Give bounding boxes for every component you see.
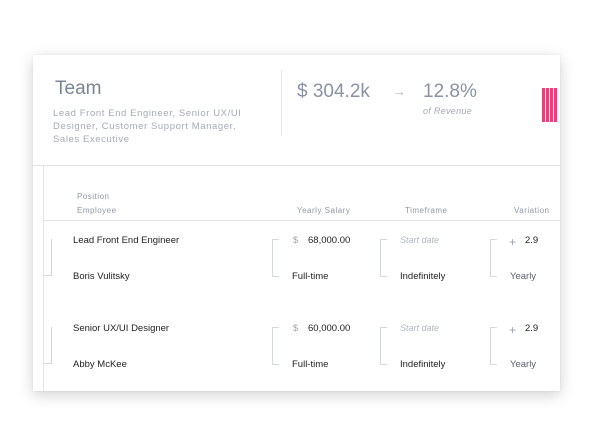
column-header-yearly-salary: Yearly Salary (297, 206, 351, 215)
salary-bracket (272, 239, 279, 277)
total-amount: $ 304.2k (297, 81, 370, 102)
start-date-field[interactable]: Start date (400, 323, 440, 333)
revenue-bar (542, 88, 545, 122)
employment-type[interactable]: Full-time (292, 359, 329, 370)
row-connector (51, 327, 52, 363)
currency-symbol: $ (293, 235, 299, 245)
plus-icon[interactable]: + (509, 235, 517, 249)
column-header-timeframe: Timeframe (405, 206, 448, 215)
salary-field[interactable]: 68,000.00 (308, 235, 351, 246)
timeframe-bracket (380, 239, 387, 277)
revenue-bar (546, 88, 549, 122)
employee-name[interactable]: Boris Vulitsky (73, 271, 130, 282)
variation-period[interactable]: Yearly (510, 359, 537, 370)
position-name[interactable]: Lead Front End Engineer (73, 235, 180, 246)
column-header-position: Position (77, 192, 110, 201)
arrow-right-icon: → (392, 83, 406, 99)
timeframe-value[interactable]: Indefinitely (400, 359, 446, 370)
team-title: Team (55, 78, 102, 99)
row-connector (51, 239, 52, 275)
row-connector (43, 363, 52, 364)
variation-bracket (490, 239, 497, 277)
position-name[interactable]: Senior UX/UI Designer (73, 323, 170, 334)
header-divider-line (33, 165, 560, 166)
row-connector (43, 275, 52, 276)
employment-type[interactable]: Full-time (292, 271, 329, 282)
table-header-line (43, 220, 560, 221)
start-date-field[interactable]: Start date (400, 235, 440, 245)
variation-value[interactable]: 2.9 (525, 235, 539, 246)
column-header-variation: Variation (514, 206, 550, 215)
table-row: Senior UX/UI Designer Abby McKee $ 60,00… (33, 321, 560, 391)
timeframe-value[interactable]: Indefinitely (400, 271, 446, 282)
variation-bracket (490, 327, 497, 365)
team-header: Team Lead Front End Engineer, Senior UX/… (33, 55, 560, 165)
salary-bracket (272, 327, 279, 365)
employee-name[interactable]: Abby McKee (73, 359, 127, 370)
plus-icon[interactable]: + (509, 323, 517, 337)
table-row: Lead Front End Engineer Boris Vulitsky $… (33, 233, 560, 305)
tree-rail (43, 166, 44, 391)
currency-symbol: $ (293, 323, 299, 333)
revenue-label: of Revenue (423, 106, 473, 116)
revenue-bar (554, 88, 557, 122)
timeframe-bracket (380, 327, 387, 365)
header-divider (281, 70, 282, 136)
column-header-employee: Employee (77, 206, 117, 215)
team-description: Lead Front End Engineer, Senior UX/UI De… (53, 108, 242, 145)
variation-period[interactable]: Yearly (510, 271, 537, 282)
revenue-bar (550, 88, 553, 122)
revenue-bar-icon (542, 88, 558, 122)
revenue-percent: 12.8% (423, 81, 477, 102)
team-card: Team Lead Front End Engineer, Senior UX/… (33, 55, 560, 391)
variation-value[interactable]: 2.9 (525, 323, 539, 334)
salary-field[interactable]: 60,000.00 (308, 323, 351, 334)
